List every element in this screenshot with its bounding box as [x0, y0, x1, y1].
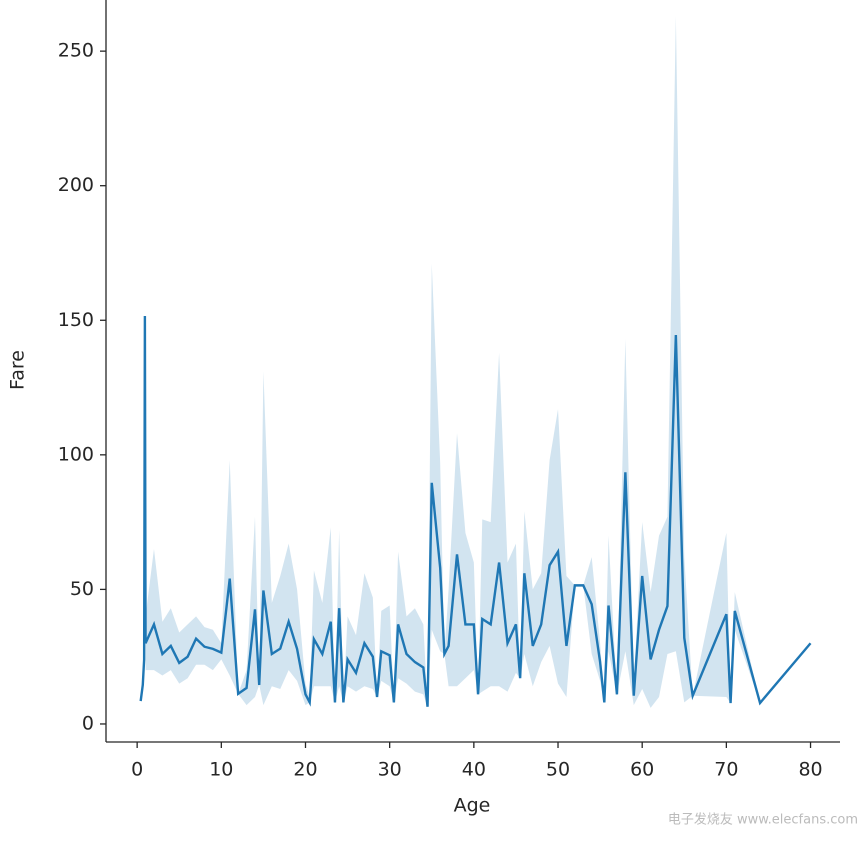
y-tick-label: 50 — [70, 578, 94, 600]
watermark: 电子发烧友 www.elecfans.com — [668, 812, 858, 828]
x-tick-label: 70 — [714, 759, 738, 781]
x-tick-label: 30 — [378, 759, 402, 781]
x-tick-label: 80 — [798, 759, 822, 781]
x-axis-label: Age — [454, 795, 491, 817]
y-tick-label: 100 — [58, 443, 94, 465]
x-tick-label: 0 — [131, 759, 143, 781]
line — [139, 315, 812, 707]
x-tick-label: 40 — [462, 759, 486, 781]
x-tick-label: 10 — [209, 759, 233, 781]
x-tick-label: 20 — [293, 759, 317, 781]
y-tick-label: 200 — [58, 174, 94, 196]
confidence-band — [140, 16, 811, 708]
y-tick-label: 150 — [58, 309, 94, 331]
x-tick-label: 60 — [630, 759, 654, 781]
y-tick-label: 250 — [58, 40, 94, 62]
x-tick-label: 50 — [546, 759, 570, 781]
y-axis-label: Fare — [7, 350, 29, 390]
y-tick-label: 0 — [82, 712, 94, 734]
